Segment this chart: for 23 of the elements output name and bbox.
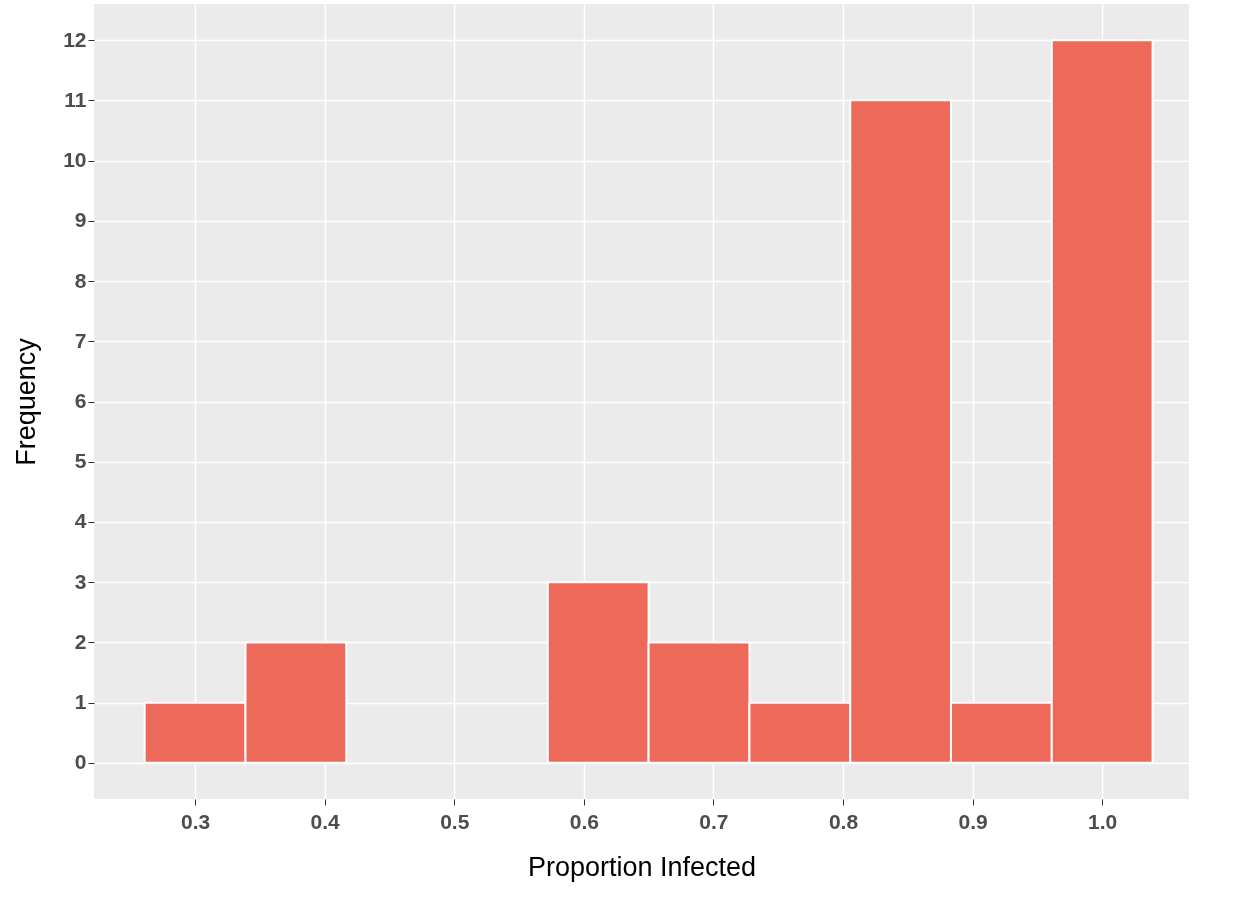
y-tick-label: 4 (74, 509, 87, 533)
x-tick-label: 0.6 (569, 809, 599, 833)
x-tick-label: 0.7 (699, 809, 729, 833)
y-tick-label: 1 (74, 690, 87, 714)
x-tick-label: 1.0 (1088, 809, 1118, 833)
x-tick-label: 0.3 (180, 809, 211, 833)
y-tick-label: 3 (74, 569, 87, 593)
y-tick-label: 11 (64, 87, 87, 111)
y-tick-label: 9 (74, 208, 87, 232)
y-tick-label: 10 (63, 148, 87, 172)
y-tick-label: 2 (74, 629, 87, 653)
x-tick-label: 0.4 (310, 809, 341, 833)
x-tick-label: 0.5 (440, 809, 470, 833)
y-tick-label: 5 (74, 449, 87, 473)
x-tick-label: 0.8 (828, 809, 859, 833)
x-axis-title: Proportion Infected (527, 851, 757, 882)
y-tick-label: 7 (74, 328, 87, 352)
y-tick-label: 8 (74, 268, 87, 292)
y-tick-label: 6 (74, 389, 87, 412)
y-tick-label: 0 (74, 750, 87, 774)
y-tick-label: 12 (63, 27, 87, 51)
x-tick-label: 0.9 (958, 809, 988, 833)
y-axis-title: Frequency (11, 337, 42, 466)
